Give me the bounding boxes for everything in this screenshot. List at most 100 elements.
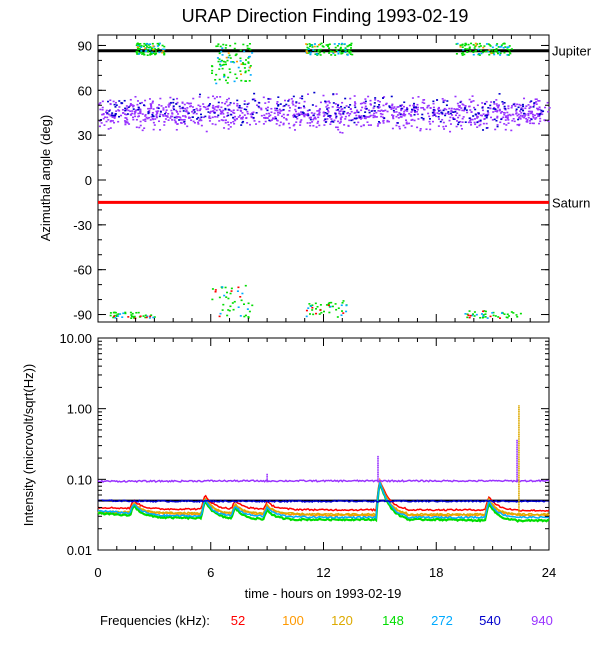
scatter-point: [508, 51, 511, 54]
scatter-point: [198, 96, 201, 98]
scatter-point: [264, 102, 267, 104]
scatter-point: [535, 101, 538, 103]
scatter-point: [460, 124, 463, 127]
scatter-point: [145, 316, 148, 319]
scatter-point: [176, 101, 179, 104]
intensity-spike-point: [516, 475, 518, 477]
scatter-point: [229, 292, 232, 295]
scatter-point: [490, 101, 493, 103]
scatter-point: [437, 110, 440, 112]
scatter-point: [126, 121, 129, 123]
scatter-point: [405, 121, 408, 124]
scatter-point: [109, 127, 112, 129]
scatter-point: [348, 51, 351, 53]
intensity-series-100: [97, 480, 550, 517]
scatter-point: [520, 112, 523, 114]
scatter-point: [346, 45, 349, 48]
scatter-point: [311, 306, 314, 309]
scatter-point: [232, 61, 235, 63]
scatter-point: [470, 42, 473, 45]
scatter-point: [157, 107, 160, 110]
scatter-point: [524, 113, 527, 115]
y-tick-label: -90: [73, 308, 92, 323]
scatter-point: [478, 42, 481, 45]
scatter-point: [529, 101, 532, 103]
scatter-point: [340, 116, 343, 118]
scatter-point: [152, 52, 155, 55]
scatter-point: [157, 47, 160, 50]
scatter-point: [464, 105, 467, 107]
scatter-point: [124, 120, 127, 123]
scatter-point: [205, 108, 208, 111]
intensity-spike-point: [516, 470, 518, 472]
scatter-point: [236, 105, 239, 107]
scatter-point: [337, 120, 340, 123]
intensity-spike-point: [516, 450, 518, 452]
scatter-point: [150, 47, 153, 49]
scatter-point: [109, 102, 112, 105]
scatter-point: [135, 311, 138, 314]
scatter-point: [149, 103, 152, 105]
scatter-point: [378, 100, 381, 103]
scatter-point: [111, 114, 114, 117]
scatter-point: [111, 116, 114, 118]
scatter-point: [368, 111, 371, 114]
scatter-point: [122, 312, 125, 315]
scatter-point: [523, 115, 526, 117]
scatter-point: [429, 123, 432, 125]
scatter-point: [319, 304, 322, 306]
scatter-point: [327, 107, 330, 109]
scatter-point: [248, 55, 251, 58]
scatter-point: [479, 45, 482, 47]
scatter-point: [245, 108, 248, 111]
scatter-point: [120, 114, 123, 117]
scatter-point: [493, 118, 496, 121]
scatter-point: [243, 108, 246, 111]
scatter-point: [215, 45, 218, 48]
scatter-point: [150, 53, 153, 55]
scatter-point: [329, 50, 332, 53]
intensity-spike-point: [518, 499, 520, 502]
scatter-point: [125, 105, 128, 107]
scatter-point: [226, 82, 229, 84]
scatter-point: [245, 117, 248, 120]
scatter-point: [202, 105, 205, 108]
x-tick-label: 12: [316, 565, 330, 580]
scatter-point: [253, 120, 256, 122]
scatter-point: [146, 117, 149, 120]
scatter-point: [99, 108, 102, 111]
scatter-point: [200, 113, 203, 116]
scatter-point: [530, 100, 533, 102]
scatter-point: [135, 109, 138, 112]
scatter-point: [262, 123, 265, 125]
scatter-point: [335, 49, 338, 52]
scatter-point: [135, 44, 138, 47]
scatter-point: [238, 104, 241, 107]
scatter-point: [447, 113, 450, 115]
scatter-point: [506, 313, 509, 316]
scatter-point: [393, 111, 396, 113]
scatter-point: [382, 122, 385, 124]
scatter-point: [239, 295, 242, 298]
scatter-point: [508, 45, 511, 47]
scatter-point: [274, 107, 277, 110]
scatter-point: [224, 286, 227, 289]
scatter-point: [104, 116, 107, 119]
scatter-point: [186, 102, 189, 104]
scatter-point: [535, 98, 538, 101]
scatter-point: [222, 63, 225, 66]
intensity-spike-point: [518, 430, 520, 432]
scatter-point: [153, 316, 156, 318]
intensity-spike-point: [377, 457, 379, 460]
scatter-point: [232, 116, 235, 119]
scatter-point: [393, 106, 396, 108]
scatter-point: [230, 113, 233, 116]
scatter-point: [462, 52, 465, 54]
scatter-point: [386, 119, 389, 122]
scatter-point: [132, 104, 135, 107]
y-tick-label: 60: [78, 83, 92, 98]
scatter-point: [137, 45, 140, 47]
scatter-point: [497, 106, 500, 109]
scatter-point: [423, 108, 426, 111]
scatter-point: [227, 114, 230, 117]
